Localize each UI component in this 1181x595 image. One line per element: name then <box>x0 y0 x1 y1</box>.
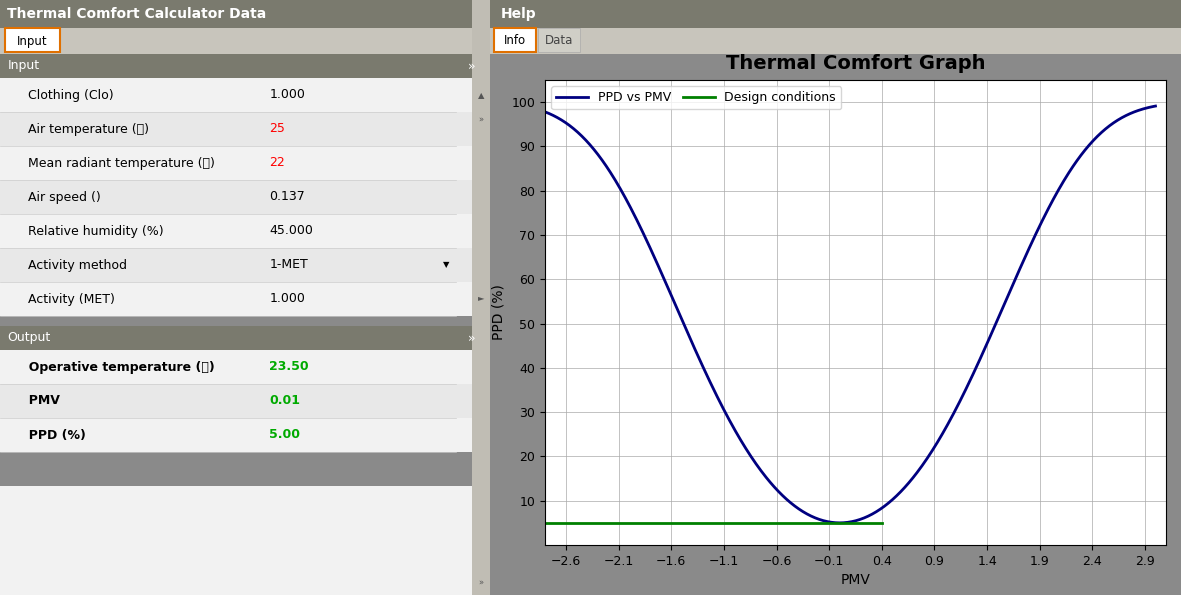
Bar <box>0 384 490 418</box>
Text: Relative humidity (%): Relative humidity (%) <box>20 224 163 237</box>
Text: 23.50: 23.50 <box>269 361 309 374</box>
Bar <box>0 180 490 214</box>
Text: 1-MET: 1-MET <box>269 258 308 271</box>
Text: »: » <box>478 115 483 124</box>
Text: 0.01: 0.01 <box>269 394 300 408</box>
Text: PPD (%): PPD (%) <box>20 428 85 441</box>
Bar <box>0 418 490 452</box>
Bar <box>494 28 536 52</box>
Title: Thermal Comfort Graph: Thermal Comfort Graph <box>726 54 985 73</box>
PPD vs PMV <box>814 516 828 524</box>
PPD vs PMV <box>999 298 1013 305</box>
Text: ▼: ▼ <box>443 261 449 270</box>
Text: Data: Data <box>544 35 573 48</box>
Text: »: » <box>468 331 475 345</box>
Text: ►: ► <box>478 293 484 302</box>
Text: Activity method: Activity method <box>20 258 126 271</box>
Text: Help: Help <box>501 7 536 21</box>
PPD vs PMV <box>1148 102 1162 109</box>
PPD vs PMV <box>694 361 709 368</box>
Text: Input: Input <box>7 60 39 73</box>
Text: 5.00: 5.00 <box>269 428 300 441</box>
Bar <box>5 28 60 52</box>
Bar <box>472 0 490 595</box>
Legend: PPD vs PMV, Design conditions: PPD vs PMV, Design conditions <box>552 86 841 109</box>
Bar <box>0 326 490 350</box>
Line: PPD vs PMV: PPD vs PMV <box>544 106 1155 523</box>
Text: PMV: PMV <box>20 394 59 408</box>
Bar <box>490 28 1181 54</box>
Bar <box>539 28 580 52</box>
Bar <box>0 112 490 146</box>
Bar <box>0 28 490 54</box>
Bar <box>0 214 490 248</box>
Design conditions <box>537 519 552 527</box>
Text: Operative temperature (溫): Operative temperature (溫) <box>20 361 214 374</box>
Text: 1.000: 1.000 <box>269 293 306 305</box>
Text: »: » <box>468 60 475 73</box>
PPD vs PMV <box>646 250 660 258</box>
Bar <box>0 146 490 180</box>
Bar <box>0 0 490 28</box>
Text: Info: Info <box>504 35 526 48</box>
Design conditions <box>875 519 889 527</box>
Text: Thermal Comfort Calculator Data: Thermal Comfort Calculator Data <box>7 7 267 21</box>
Text: 0.137: 0.137 <box>269 190 305 203</box>
Text: Air temperature (溫): Air temperature (溫) <box>20 123 149 136</box>
PPD vs PMV <box>899 483 913 490</box>
Bar <box>0 350 490 384</box>
Text: 1.000: 1.000 <box>269 89 306 102</box>
Text: Output: Output <box>7 331 51 345</box>
Text: »: » <box>478 578 483 588</box>
Bar <box>0 248 490 282</box>
Bar <box>0 78 490 112</box>
Text: Air speed (): Air speed () <box>20 190 100 203</box>
Text: Activity (MET): Activity (MET) <box>20 293 115 305</box>
Y-axis label: PPD (%): PPD (%) <box>491 284 505 340</box>
PPD vs PMV <box>537 108 552 115</box>
Bar <box>0 486 490 595</box>
Text: 22: 22 <box>269 156 286 170</box>
Text: Mean radiant temperature (溫): Mean radiant temperature (溫) <box>20 156 215 170</box>
Bar <box>490 0 1181 28</box>
PPD vs PMV <box>947 410 961 417</box>
Text: Input: Input <box>18 35 47 48</box>
Bar <box>0 54 490 78</box>
Text: ▲: ▲ <box>478 92 484 101</box>
Text: 25: 25 <box>269 123 286 136</box>
Bar <box>0 282 490 316</box>
Text: Clothing (Clo): Clothing (Clo) <box>20 89 113 102</box>
Text: 45.000: 45.000 <box>269 224 313 237</box>
X-axis label: PMV: PMV <box>841 573 870 587</box>
PPD vs PMV <box>833 519 847 527</box>
